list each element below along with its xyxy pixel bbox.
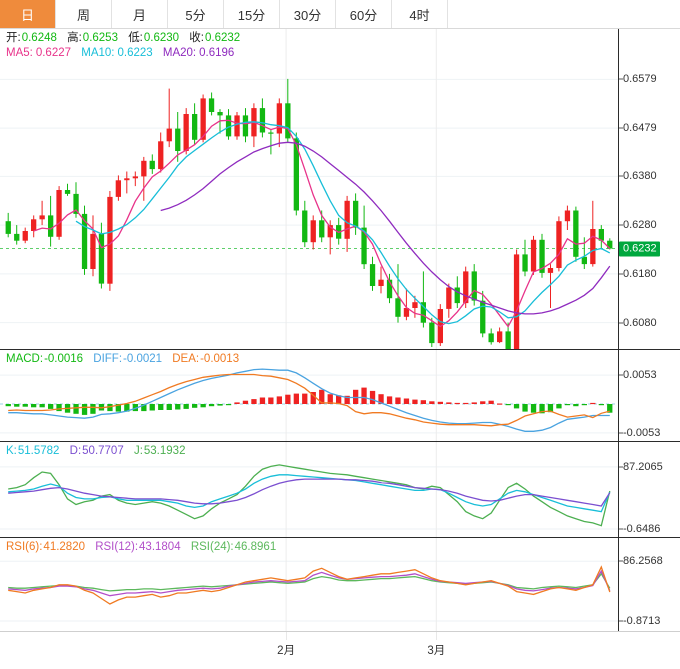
close-value: 0.6232 bbox=[204, 32, 241, 44]
rsi24-label: RSI(24): bbox=[190, 541, 234, 553]
diff-label: DIFF: bbox=[93, 353, 123, 365]
price-y-label: 0.6080 bbox=[623, 316, 657, 329]
tab-label: 日 bbox=[20, 7, 34, 23]
macd-legend: MACD:-0.0016 DIFF:-0.0021 DEA:-0.0013 bbox=[6, 352, 246, 367]
y-tick bbox=[619, 78, 623, 80]
x-tick bbox=[436, 632, 438, 640]
dea-value: -0.0013 bbox=[200, 353, 240, 365]
macd-axis-label: 0.0053 bbox=[623, 369, 657, 382]
y-tick bbox=[619, 432, 623, 434]
d-value: 50.7707 bbox=[82, 445, 124, 457]
ma5-value: 0.6227 bbox=[35, 47, 72, 59]
kdj-legend: K:51.5782 D:50.7707 J:53.1932 bbox=[6, 444, 192, 459]
kdj-panel[interactable]: K:51.5782 D:50.7707 J:53.1932 87.2065 -0.… bbox=[0, 441, 680, 538]
y-tick bbox=[619, 528, 623, 530]
ma10-value: 0.6223 bbox=[117, 47, 153, 59]
kdj-axis-label: 87.2065 bbox=[623, 460, 663, 473]
d-label: D: bbox=[69, 445, 82, 457]
period-tabbar: 日 周 月 5分 15分 30分 60分 4时 bbox=[0, 0, 680, 29]
macd-axis-label: -0.0053 bbox=[623, 426, 661, 439]
price-y-label: 0.6479 bbox=[623, 122, 657, 135]
y-tick bbox=[619, 466, 623, 468]
macd-panel[interactable]: MACD:-0.0016 DIFF:-0.0021 DEA:-0.0013 0.… bbox=[0, 349, 680, 442]
tab-4[interactable]: 15分 bbox=[224, 0, 280, 28]
y-tick bbox=[619, 374, 623, 376]
rsi-axis-label: -0.8713 bbox=[623, 615, 661, 627]
price-y-label: 0.6180 bbox=[623, 267, 657, 280]
tab-label: 30分 bbox=[293, 7, 322, 23]
tab-label: 4时 bbox=[409, 7, 430, 23]
y-tick bbox=[619, 322, 623, 324]
high-value: 0.6253 bbox=[82, 32, 118, 44]
rsi24-value: 46.8961 bbox=[234, 541, 277, 553]
k-label: K: bbox=[6, 445, 17, 457]
rsi-axis-label: 86.2568 bbox=[623, 555, 663, 568]
close-label: 收: bbox=[189, 32, 204, 44]
y-tick bbox=[619, 175, 623, 177]
y-tick bbox=[619, 620, 623, 622]
macd-y-axis: 0.0053 -0.0053 bbox=[618, 350, 680, 441]
macd-label: MACD: bbox=[6, 353, 44, 365]
y-tick bbox=[619, 224, 623, 226]
y-tick bbox=[619, 273, 623, 275]
tab-label: 15分 bbox=[237, 7, 266, 23]
rsi-panel[interactable]: RSI(6):41.2820 RSI(12):43.1804 RSI(24):4… bbox=[0, 537, 680, 632]
ma20-value: 0.6196 bbox=[199, 47, 235, 59]
ma20-label: MA20: bbox=[162, 47, 197, 59]
tabbar-filler bbox=[448, 0, 680, 28]
tab-5[interactable]: 30分 bbox=[280, 0, 336, 28]
open-value: 0.6248 bbox=[21, 32, 57, 44]
ohlc-row: 开:0.6248 高:0.6253 低:0.6230 收:0.6232 bbox=[6, 31, 247, 46]
price-y-label: 0.6579 bbox=[623, 73, 657, 86]
rsi-legend: RSI(6):41.2820 RSI(12):43.1804 RSI(24):4… bbox=[6, 540, 283, 555]
kdj-y-axis: 87.2065 -0.6486 bbox=[618, 442, 680, 537]
macd-value: -0.0016 bbox=[44, 353, 84, 365]
tab-2[interactable]: 月 bbox=[112, 0, 168, 28]
macd-plot bbox=[0, 350, 618, 442]
x-axis-label-1: 3月 bbox=[427, 645, 446, 657]
k-value: 51.5782 bbox=[17, 445, 60, 457]
rsi12-value: 43.1804 bbox=[139, 541, 181, 553]
j-label: J: bbox=[133, 445, 143, 457]
tab-label: 60分 bbox=[349, 7, 378, 23]
tab-6[interactable]: 60分 bbox=[336, 0, 392, 28]
rsi-plot bbox=[0, 538, 618, 632]
diff-value: -0.0021 bbox=[123, 353, 163, 365]
tab-1[interactable]: 周 bbox=[56, 0, 112, 28]
j-value: 53.1932 bbox=[143, 445, 186, 457]
price-y-label: 0.6280 bbox=[623, 219, 657, 232]
rsi12-label: RSI(12): bbox=[95, 541, 139, 553]
ma-row: MA5: 0.6227 MA10: 0.6223 MA20: 0.6196 bbox=[6, 46, 247, 61]
x-tick bbox=[286, 632, 288, 640]
ma10-label: MA10: bbox=[81, 47, 115, 59]
x-axis: 2月 3月 bbox=[0, 631, 680, 669]
y-tick bbox=[619, 560, 623, 562]
kdj-axis-label: -0.6486 bbox=[623, 523, 661, 536]
last-price-badge: 0.6232 bbox=[619, 241, 660, 257]
open-label: 开: bbox=[6, 32, 21, 44]
kdj-plot bbox=[0, 442, 618, 538]
tab-3[interactable]: 5分 bbox=[168, 0, 224, 28]
rsi6-label: RSI(6): bbox=[6, 541, 43, 553]
y-tick bbox=[619, 127, 623, 129]
rsi6-value: 41.2820 bbox=[43, 541, 85, 553]
rsi-y-axis: 86.2568 -0.8713 bbox=[618, 538, 680, 631]
x-axis-label-0: 2月 bbox=[277, 645, 296, 657]
tab-7[interactable]: 4时 bbox=[392, 0, 448, 28]
high-label: 高: bbox=[67, 32, 82, 44]
price-legend: 开:0.6248 高:0.6253 低:0.6230 收:0.6232 MA5:… bbox=[6, 31, 247, 61]
tab-label: 5分 bbox=[185, 7, 206, 23]
dea-label: DEA: bbox=[172, 353, 200, 365]
price-chart-panel[interactable]: 开:0.6248 高:0.6253 低:0.6230 收:0.6232 MA5:… bbox=[0, 29, 680, 349]
tab-0[interactable]: 日 bbox=[0, 0, 56, 28]
price-y-axis: 0.6579 0.6479 0.6380 0.6280 0.6180 0.6080 0.62… bbox=[618, 29, 680, 349]
tab-label: 周 bbox=[76, 7, 90, 23]
ma5-label: MA5: bbox=[6, 47, 33, 59]
candlestick-plot bbox=[0, 29, 618, 349]
low-value: 0.6230 bbox=[143, 32, 180, 44]
price-y-label: 0.6380 bbox=[623, 170, 657, 183]
low-label: 低: bbox=[128, 32, 143, 44]
tab-label: 月 bbox=[132, 7, 146, 23]
